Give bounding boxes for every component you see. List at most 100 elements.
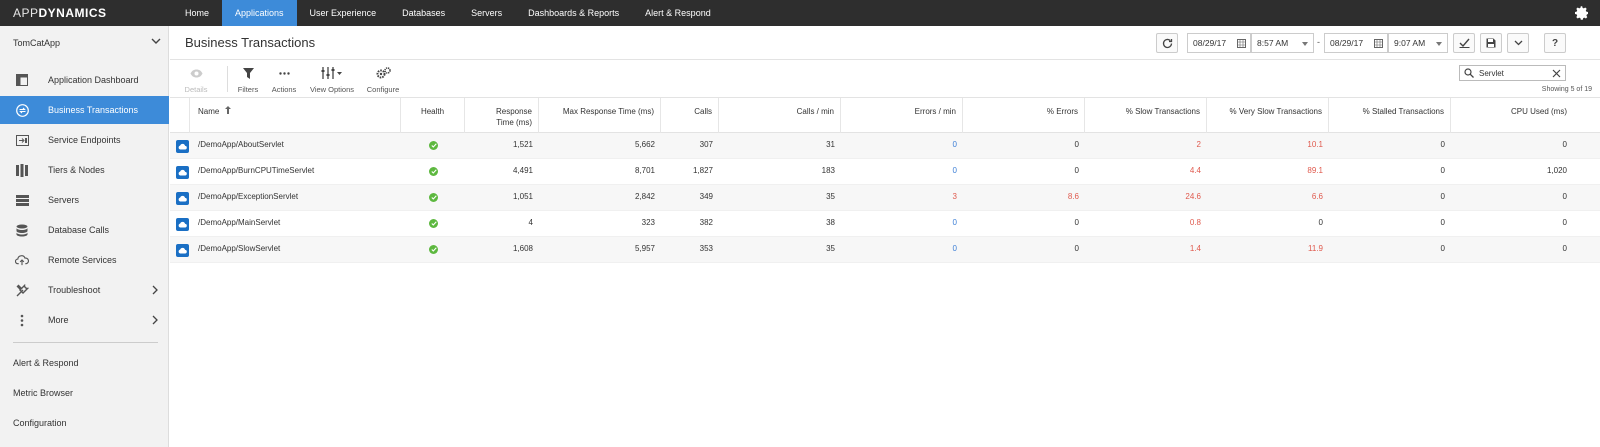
- sidebar-link-alert-respond[interactable]: Alert & Respond: [13, 358, 79, 368]
- main-content: Business Transactions 08/29/17 8:57 AM -…: [170, 26, 1600, 447]
- table-row[interactable]: /DemoApp/ExceptionServlet 1,051 2,842 349 35…: [170, 185, 1600, 211]
- column-header-errors-per-min[interactable]: Errors / min: [841, 98, 963, 133]
- column-header-health[interactable]: Health: [401, 98, 465, 133]
- sidebar-item-tiers-nodes[interactable]: Tiers & Nodes: [0, 156, 169, 184]
- application-selector[interactable]: TomCatApp: [0, 26, 169, 58]
- cpu-used-cell: 0: [1562, 140, 1567, 149]
- column-header-percent-slow[interactable]: % Slow Transactions: [1085, 98, 1207, 133]
- nav-dashboards-reports[interactable]: Dashboards & Reports: [528, 8, 620, 18]
- health-ok-icon[interactable]: [429, 245, 438, 254]
- sidebar-link-metric-browser[interactable]: Metric Browser: [13, 388, 74, 398]
- column-header-cpu-used[interactable]: CPU Used (ms): [1510, 107, 1567, 116]
- cloud-upload-icon: [15, 253, 29, 267]
- search-box[interactable]: Servlet: [1459, 65, 1566, 81]
- transaction-name-link[interactable]: /DemoApp/SlowServlet: [198, 244, 281, 253]
- end-time-select[interactable]: 9:07 AM: [1388, 33, 1448, 53]
- column-header-percent-errors[interactable]: % Errors: [963, 98, 1085, 133]
- health-ok-icon[interactable]: [429, 167, 438, 176]
- errors-per-min-cell: 0: [952, 218, 957, 227]
- sidebar-item-application-dashboard[interactable]: Application Dashboard: [0, 66, 169, 94]
- column-header-calls-per-min[interactable]: Calls / min: [719, 98, 841, 133]
- nav-user-experience[interactable]: User Experience: [309, 8, 377, 18]
- sidebar-item-label: Business Transactions: [48, 105, 139, 115]
- configure-label: Configure: [366, 85, 400, 94]
- more-horizontal-icon: [278, 71, 290, 75]
- appdynamics-logo[interactable]: APPDYNAMICS: [13, 6, 107, 20]
- application-name: TomCatApp: [13, 38, 61, 48]
- table-row[interactable]: /DemoApp/MainServlet 4 323 382 38 0 0 0.8 0 0 0: [170, 211, 1600, 237]
- column-header-max-response-time[interactable]: Max Response Time (ms): [539, 98, 661, 133]
- nav-home[interactable]: Home: [185, 8, 210, 18]
- nav-applications[interactable]: Applications: [222, 0, 297, 26]
- help-button[interactable]: ?: [1544, 33, 1566, 53]
- business-transaction-icon: [176, 140, 189, 153]
- column-header-calls[interactable]: Calls: [661, 98, 719, 133]
- cpu-used-cell: 0: [1562, 218, 1567, 227]
- table-row[interactable]: /DemoApp/SlowServlet 1,608 5,957 353 35 0 0 1.4…: [170, 237, 1600, 263]
- sidebar-item-more[interactable]: More: [0, 306, 169, 334]
- transaction-name-link[interactable]: /DemoApp/MainServlet: [198, 218, 281, 227]
- search-icon: [1464, 68, 1474, 78]
- end-date-field[interactable]: 08/29/17: [1324, 33, 1388, 53]
- calls-per-min-cell: 31: [826, 140, 835, 149]
- health-ok-icon[interactable]: [429, 219, 438, 228]
- more-options-dropdown[interactable]: [1507, 33, 1529, 53]
- sidebar-link-configuration[interactable]: Configuration: [13, 418, 67, 428]
- toolbar-divider: [227, 66, 228, 92]
- transaction-name-link[interactable]: /DemoApp/ExceptionServlet: [198, 192, 299, 201]
- health-ok-icon[interactable]: [429, 141, 438, 150]
- column-header-name[interactable]: Name: [190, 98, 401, 133]
- sidebar-item-database-calls[interactable]: Database Calls: [0, 216, 169, 244]
- configure-button[interactable]: Configure: [360, 66, 406, 94]
- errors-per-min-cell: 3: [952, 192, 957, 201]
- start-date-field[interactable]: 08/29/17: [1187, 33, 1251, 53]
- sidebar-item-remote-services[interactable]: Remote Services: [0, 246, 169, 274]
- calls-per-min-cell: 35: [826, 244, 835, 253]
- table-header: Name Health Response Time (ms) Max Respo…: [170, 97, 1600, 133]
- max-response-time-cell: 8,701: [634, 166, 655, 175]
- response-time-cell: 1,051: [512, 192, 533, 201]
- nav-alert-respond[interactable]: Alert & Respond: [645, 8, 711, 18]
- filters-button[interactable]: Filters: [225, 66, 271, 94]
- table-row[interactable]: /DemoApp/AboutServlet 1,521 5,662 307 31 0 0 2 1…: [170, 133, 1600, 159]
- view-options-button[interactable]: View Options: [309, 66, 355, 94]
- nav-databases[interactable]: Databases: [402, 8, 446, 18]
- view-options-label: View Options: [309, 85, 355, 94]
- column-header-response-time[interactable]: Response Time (ms): [465, 98, 539, 133]
- sidebar-item-label: Remote Services: [48, 255, 117, 265]
- percent-errors-cell: 0: [1074, 166, 1079, 175]
- sidebar-item-servers[interactable]: Servers: [0, 186, 169, 214]
- transaction-name-link[interactable]: /DemoApp/AboutServlet: [198, 140, 284, 149]
- nav-servers[interactable]: Servers: [471, 8, 503, 18]
- apply-time-range-button[interactable]: [1453, 33, 1475, 53]
- start-time-select[interactable]: 8:57 AM: [1251, 33, 1314, 53]
- sidebar-item-business-transactions[interactable]: Business Transactions: [0, 96, 169, 124]
- transaction-name-link[interactable]: /DemoApp/BurnCPUTimeServlet: [198, 166, 315, 175]
- response-time-cell: 1,521: [512, 140, 533, 149]
- servers-icon: [15, 193, 29, 207]
- column-header-percent-stalled[interactable]: % Stalled Transactions: [1329, 98, 1451, 133]
- percent-very-slow-cell: 6.6: [1311, 192, 1323, 201]
- logo-text-light: APP: [13, 6, 39, 20]
- sidebar-item-service-endpoints[interactable]: Service Endpoints: [0, 126, 169, 154]
- table-row[interactable]: /DemoApp/BurnCPUTimeServlet 4,491 8,701 1,8…: [170, 159, 1600, 185]
- percent-stalled-cell: 0: [1440, 218, 1445, 227]
- search-input[interactable]: Servlet: [1479, 68, 1504, 78]
- health-ok-icon[interactable]: [429, 193, 438, 202]
- column-header-percent-very-slow[interactable]: % Very Slow Transactions: [1207, 98, 1329, 133]
- sidebar-item-label: Tiers & Nodes: [48, 165, 105, 175]
- details-button[interactable]: Details: [173, 66, 219, 94]
- actions-button[interactable]: Actions: [261, 66, 307, 94]
- calendar-icon: [1374, 39, 1383, 48]
- gears-icon: [376, 67, 391, 79]
- save-button[interactable]: [1480, 33, 1502, 53]
- sidebar-item-troubleshoot[interactable]: Troubleshoot: [0, 276, 169, 304]
- gear-icon[interactable]: [1574, 5, 1590, 21]
- business-transaction-icon: [176, 166, 189, 179]
- calls-per-min-cell: 35: [826, 192, 835, 201]
- refresh-button[interactable]: [1156, 33, 1178, 53]
- sidebar-item-label: Database Calls: [48, 225, 110, 235]
- errors-per-min-cell: 0: [952, 244, 957, 253]
- sort-ascending-icon: [224, 106, 231, 114]
- close-icon[interactable]: [1552, 69, 1561, 78]
